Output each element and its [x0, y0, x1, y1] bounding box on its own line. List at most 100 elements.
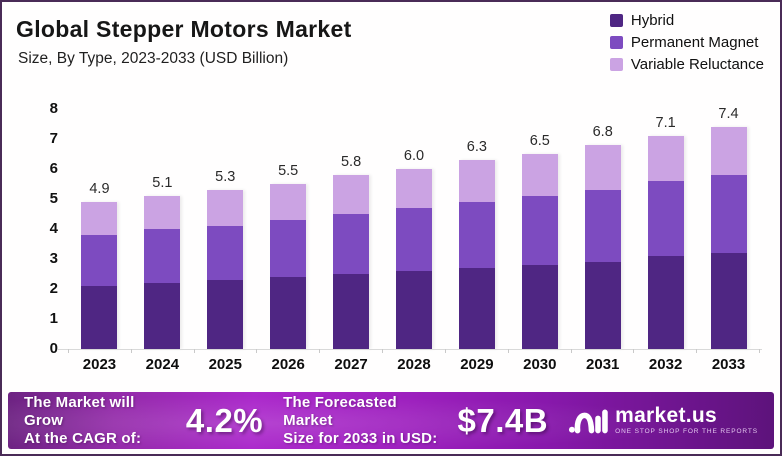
x-axis-tick [444, 349, 446, 353]
page-subtitle: Size, By Type, 2023-2033 (USD Billion) [18, 50, 289, 67]
brand-text: market.us ONE STOP SHOP FOR THE REPORTS [615, 405, 758, 436]
y-axis: 0 1 2 3 4 5 6 7 8 [30, 100, 58, 357]
y-axis-label: 0 [49, 340, 58, 357]
bar-2028: 6.0 [383, 148, 446, 349]
x-axis-tick [696, 349, 698, 353]
bar-stack [584, 145, 621, 349]
bar-segment-variable-reluctance [647, 136, 684, 181]
x-axis-tick [633, 349, 635, 353]
x-axis-tick [68, 349, 69, 353]
bar-total-label: 5.1 [152, 175, 173, 191]
x-axis-tick [193, 349, 195, 353]
y-axis-label: 8 [49, 100, 58, 117]
y-axis-label: 7 [49, 130, 58, 147]
cagr-label-line1: The Market will Grow [24, 393, 135, 429]
cagr-label: The Market will Grow At the CAGR of: [24, 394, 166, 448]
cagr-value: 4.2% [185, 401, 264, 439]
bars-container: 4.9 5.1 5.3 5.5 5.8 6.0 6.3 6.5 6.8 7.1 7.4 [68, 106, 760, 349]
forecast-label-line1: The Forecasted Market [283, 393, 397, 429]
bar-segment-hybrid [521, 265, 558, 349]
bar-stack [521, 154, 558, 349]
legend-item: Variable Reluctance [609, 56, 764, 73]
bar-segment-variable-reluctance [144, 196, 181, 229]
x-axis-label: 2026 [271, 356, 305, 373]
x-axis-label: 2031 [586, 356, 620, 373]
bar-stack [395, 169, 432, 349]
cagr-label-line2: At the CAGR of: [24, 429, 142, 447]
y-axis-label: 4 [49, 220, 58, 237]
bar-2032: 7.1 [634, 115, 697, 349]
legend-item: Permanent Magnet [609, 34, 764, 51]
bar-segment-permanent-magnet [710, 175, 747, 253]
legend-label: Variable Reluctance [630, 56, 764, 73]
bar-segment-hybrid [458, 268, 495, 349]
bar-total-label: 6.0 [403, 148, 425, 164]
x-axis-label: 2029 [460, 356, 494, 373]
bar-2025: 5.3 [194, 169, 257, 349]
bar-total-label: 5.8 [340, 154, 362, 170]
x-axis-label: 2032 [648, 356, 683, 373]
brand-logo: market.us ONE STOP SHOP FOR THE REPORTS [568, 405, 758, 437]
bar-segment-variable-reluctance [458, 160, 495, 202]
bar-2027: 5.8 [320, 154, 383, 349]
bar-stack [207, 190, 244, 349]
market-us-swirl-icon [569, 409, 608, 433]
bar-segment-hybrid [144, 283, 181, 349]
x-axis-label: 2023 [82, 356, 117, 373]
bar-segment-hybrid [333, 274, 370, 349]
bar-total-label: 7.1 [655, 115, 676, 131]
x-axis-label: 2025 [208, 356, 242, 373]
footer-banner: The Market will Grow At the CAGR of: 4.2… [8, 392, 774, 449]
y-axis-label: 2 [49, 280, 58, 297]
bar-2024: 5.1 [131, 175, 194, 349]
bar-2031: 6.8 [571, 124, 634, 349]
bar-segment-variable-reluctance [710, 127, 747, 175]
forecast-value: $7.4B [457, 401, 549, 439]
bar-segment-permanent-magnet [584, 190, 621, 262]
bar-2030: 6.5 [508, 133, 571, 349]
bar-segment-hybrid [395, 271, 432, 349]
x-axis-label: 2033 [711, 356, 746, 373]
legend-swatch-icon [609, 14, 623, 27]
legend-label: Hybrid [630, 12, 675, 29]
x-axis-label: 2027 [334, 356, 368, 373]
bar-segment-hybrid [584, 262, 621, 349]
forecast-label-line2: Size for 2033 in USD: [283, 429, 438, 447]
brand-tagline: ONE STOP SHOP FOR THE REPORTS [615, 428, 758, 436]
bar-2023: 4.9 [68, 181, 131, 349]
x-axis-label: 2030 [523, 356, 557, 373]
bar-segment-variable-reluctance [521, 154, 558, 196]
bar-segment-permanent-magnet [521, 196, 558, 265]
bar-segment-variable-reluctance [81, 202, 118, 235]
x-axis-tick [758, 349, 760, 353]
x-axis-tick [570, 349, 572, 353]
bar-segment-variable-reluctance [270, 184, 307, 220]
bar-segment-variable-reluctance [584, 145, 621, 190]
bar-segment-permanent-magnet [395, 208, 432, 271]
bar-stack [144, 196, 181, 349]
x-axis-tick [507, 349, 509, 353]
bar-total-label: 4.9 [89, 181, 110, 197]
bar-total-label: 6.5 [529, 133, 550, 149]
bar-segment-hybrid [710, 253, 747, 349]
bar-2029: 6.3 [445, 139, 508, 349]
bar-segment-permanent-magnet [270, 220, 307, 277]
bar-stack [333, 175, 370, 349]
bar-total-label: 5.5 [278, 163, 299, 179]
bar-segment-permanent-magnet [144, 229, 181, 283]
bar-total-label: 7.4 [718, 106, 739, 122]
x-axis-ticks [68, 349, 760, 354]
legend-swatch-icon [609, 36, 623, 49]
bar-stack [710, 127, 747, 349]
bar-stack [270, 184, 307, 349]
y-axis-label: 3 [49, 250, 58, 267]
legend-item: Hybrid [609, 12, 764, 29]
bar-segment-variable-reluctance [207, 190, 244, 226]
bar-segment-hybrid [647, 256, 684, 349]
bar-2033: 7.4 [697, 106, 760, 349]
bar-segment-hybrid [81, 286, 118, 349]
bar-total-label: 5.3 [215, 169, 236, 185]
y-axis-label: 1 [49, 310, 58, 327]
legend-label: Permanent Magnet [630, 34, 759, 51]
y-axis-label: 6 [49, 160, 58, 177]
